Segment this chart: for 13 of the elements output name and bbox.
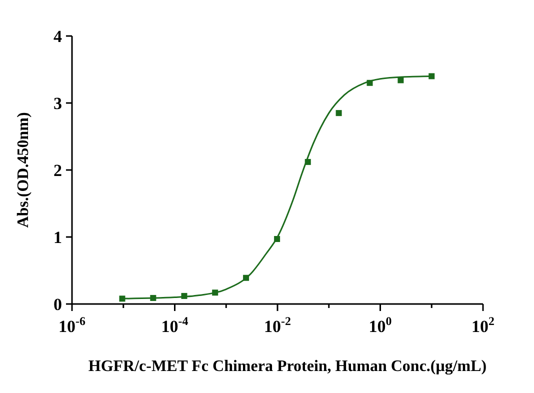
y-tick-label: 3 (54, 94, 62, 113)
y-axis-title: Abs.(OD.450nm) (15, 112, 32, 228)
y-tick-label: 1 (54, 228, 62, 247)
y-tick-label: 2 (54, 161, 62, 180)
x-tick-label: 10$^{-4}$ (161, 314, 188, 336)
x-tick-label: 10$^{2}$ (472, 314, 495, 336)
x-tick-label: 10$^{0}$ (368, 314, 392, 336)
x-tick-label: 10$^{-6}$ (58, 314, 86, 336)
point (336, 110, 342, 116)
y-tick-label: 4 (54, 27, 62, 46)
y-tick-label: 0 (54, 295, 62, 314)
x-tick-label: 10$^{-2}$ (264, 314, 292, 336)
x-axis-title: HGFR/c-MET Fc Chimera Protein, Human Conc.(μg/mL) (88, 358, 487, 375)
